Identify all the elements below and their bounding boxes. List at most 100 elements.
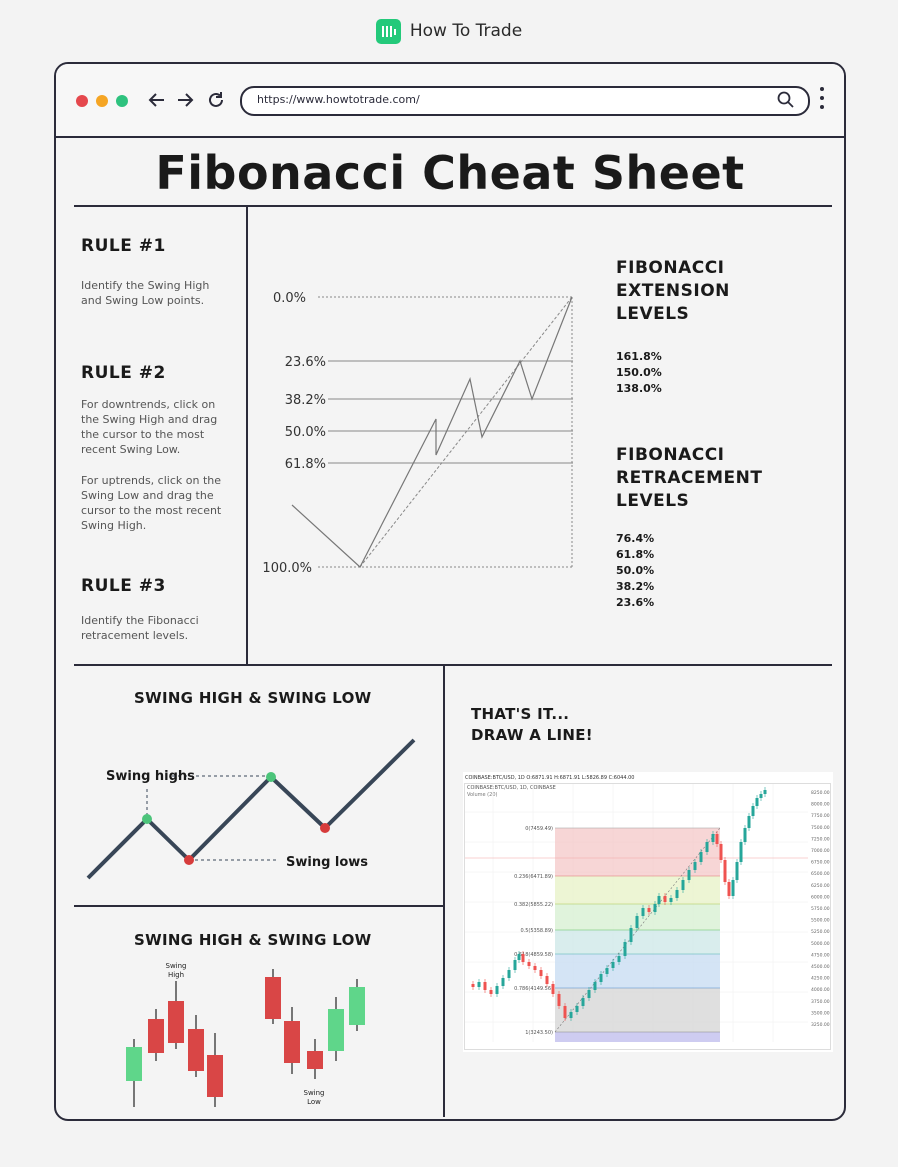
price-candle	[471, 984, 475, 987]
price-candle	[605, 968, 609, 974]
price-candle	[483, 982, 487, 990]
price-candle	[739, 842, 743, 862]
price-candle	[723, 860, 727, 882]
retracement-heading: FIBONACCI RETRACEMENT LEVELS	[616, 445, 763, 511]
price-candle	[653, 904, 657, 912]
divider	[74, 664, 832, 666]
swing-high-dot	[266, 772, 276, 782]
zigzag-line	[86, 738, 416, 880]
extension-value: 150.0%	[616, 366, 662, 379]
price-candle	[495, 986, 499, 994]
divider	[74, 905, 444, 907]
fib-chart-label: 1(3243.50)	[525, 1030, 553, 1036]
price-path	[291, 296, 573, 568]
price-tick-label: 4000.00	[811, 987, 830, 993]
price-candle	[557, 994, 561, 1006]
price-candle	[517, 954, 521, 960]
tradingview-chart: COINBASE:BTC/USD, 1D O:6871.91 H:6871.91…	[463, 772, 833, 1052]
more-vert-icon[interactable]	[818, 87, 826, 117]
price-tick-label: 6000.00	[811, 894, 830, 900]
rule-1-text: Identify the Swing High and Swing Low po…	[81, 279, 210, 307]
price-tick-label: 5750.00	[811, 906, 830, 912]
candlestick-swing-diagram: Swing High Swing Low	[126, 962, 365, 1107]
bullish-candle	[349, 987, 365, 1025]
fib-chart-label: 0.5(5358.89)	[520, 928, 553, 934]
price-tick-label: 5000.00	[811, 941, 830, 947]
bearish-candle	[265, 977, 281, 1019]
chart-header: COINBASE:BTC/USD, 1D O:6871.91 H:6871.91…	[465, 775, 635, 781]
bullish-candle	[328, 1009, 344, 1051]
price-candle	[759, 794, 763, 798]
price-tick-label: 4500.00	[811, 964, 830, 970]
divider	[74, 205, 832, 207]
rule-3-heading: RULE #3	[81, 576, 166, 596]
divider	[443, 665, 445, 1117]
price-candle	[593, 982, 597, 990]
swing-section-2-heading: SWING HIGH & SWING LOW	[134, 931, 372, 949]
fib-label-0: 0.0%	[273, 291, 306, 306]
browser-window: https://www.howtotrade.com/ Fibonacci Ch…	[54, 62, 846, 1121]
price-candle	[715, 834, 719, 844]
minimize-window-dot[interactable]	[96, 95, 108, 107]
price-tick-label: 3500.00	[811, 1010, 830, 1016]
price-candle	[711, 834, 715, 842]
price-candle	[675, 890, 679, 898]
swing-highs-label: Swing highs	[106, 769, 195, 784]
price-candle	[569, 1012, 573, 1018]
price-candle	[545, 976, 549, 984]
bearish-candle	[207, 1055, 223, 1097]
price-candle	[477, 982, 481, 987]
price-candle	[699, 852, 703, 862]
extension-heading: FIBONACCI EXTENSION LEVELS	[616, 258, 730, 324]
brand-name: How To Trade	[409, 21, 523, 41]
price-candle	[657, 896, 661, 904]
bearish-candle	[284, 1021, 300, 1063]
price-candle	[617, 956, 621, 962]
chart-frame	[464, 783, 831, 1050]
rule-2-text: For downtrends, click on the Swing High …	[81, 398, 218, 456]
swing-lows-label: Swing lows	[286, 855, 368, 870]
price-candle	[719, 844, 723, 860]
price-candle	[513, 960, 517, 970]
price-candle	[623, 942, 627, 956]
price-tick-label: 4750.00	[811, 952, 830, 958]
maximize-window-dot[interactable]	[116, 95, 128, 107]
price-candle	[489, 990, 493, 994]
search-icon[interactable]	[777, 91, 795, 109]
trend-line	[359, 296, 573, 568]
extension-value: 161.8%	[616, 350, 662, 363]
swing-line-diagram: Swing highs Swing lows	[86, 738, 416, 880]
price-candle	[539, 970, 543, 976]
retracement-value: 23.6%	[616, 596, 655, 609]
chart-symbol: COINBASE:BTC/USD, 1D, COINBASE	[467, 785, 556, 791]
address-bar[interactable]: https://www.howtotrade.com/	[240, 86, 810, 116]
retracement-value: 61.8%	[616, 548, 655, 561]
close-window-dot[interactable]	[76, 95, 88, 107]
price-candle	[629, 928, 633, 942]
fib-label-100: 100.0%	[262, 561, 312, 576]
price-candle	[735, 862, 739, 880]
rule-3-text: Identify the Fibonacci retracement level…	[81, 614, 199, 642]
price-candle	[693, 862, 697, 870]
price-candle	[681, 880, 685, 890]
price-candle	[687, 870, 691, 880]
rule-2-text-uptrend: For uptrends, click on the Swing Low and…	[81, 474, 222, 532]
price-candle	[755, 798, 759, 806]
swing-section-1-heading: SWING HIGH & SWING LOW	[134, 689, 372, 707]
price-tick-label: 7000.00	[811, 848, 830, 854]
price-candle	[527, 962, 531, 966]
divider	[246, 205, 248, 666]
fib-label-38-2: 38.2%	[285, 393, 326, 408]
forward-arrow-icon[interactable]	[176, 92, 194, 108]
price-candle	[705, 842, 709, 852]
rule-2-heading: RULE #2	[81, 363, 166, 383]
reload-icon[interactable]	[206, 90, 226, 110]
price-chart-svg: 0(7459.49) 0.236(6471.89) 0.382(5855.22)…	[465, 784, 830, 1042]
bearish-candle	[168, 1001, 184, 1043]
price-candle	[563, 1006, 567, 1018]
back-arrow-icon[interactable]	[148, 92, 166, 108]
price-candle	[611, 962, 615, 968]
url-text[interactable]: https://www.howtotrade.com/	[257, 93, 420, 106]
draw-line-heading: THAT'S IT... DRAW A LINE!	[471, 705, 593, 744]
price-tick-label: 6500.00	[811, 871, 830, 877]
